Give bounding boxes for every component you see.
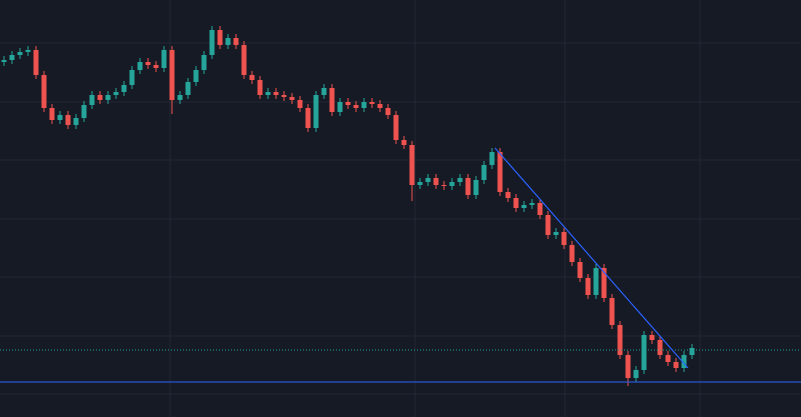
candle-body — [97, 95, 103, 100]
candle-body — [81, 105, 87, 118]
candle-body — [169, 50, 175, 100]
candle-body — [561, 232, 567, 245]
candle-body — [633, 370, 639, 378]
candle-body — [273, 92, 279, 95]
candle-body — [449, 182, 455, 186]
candle-body — [329, 88, 335, 112]
candle-body — [233, 38, 239, 45]
candle-body — [89, 95, 95, 105]
candle-body — [393, 115, 399, 140]
candle-body — [209, 30, 215, 55]
candle-body — [217, 30, 223, 45]
candle-body — [673, 362, 679, 368]
candle-body — [201, 55, 207, 70]
candle-body — [33, 50, 39, 75]
candle-body — [401, 140, 407, 145]
candle-body — [473, 180, 479, 195]
candle-body — [73, 118, 79, 125]
candle-body — [529, 203, 535, 205]
candle-body — [609, 298, 615, 325]
candle-body — [521, 205, 527, 208]
candle-body — [193, 70, 199, 82]
candle-body — [601, 268, 607, 298]
candle-body — [577, 262, 583, 278]
candle-body — [337, 102, 343, 112]
candle-body — [297, 100, 303, 108]
candle-body — [585, 278, 591, 295]
candle-body — [433, 178, 439, 185]
candle-body — [1, 60, 7, 62]
candle-body — [617, 325, 623, 355]
candle-body — [49, 108, 55, 120]
candle-body — [441, 185, 447, 186]
candle-body — [369, 102, 375, 104]
candle-body — [289, 97, 295, 100]
candle-body — [321, 88, 327, 95]
candle-body — [497, 152, 503, 192]
candle-body — [25, 50, 31, 52]
candle-body — [689, 348, 695, 355]
candle-body — [65, 115, 71, 125]
candle-body — [353, 105, 359, 108]
candle-body — [569, 245, 575, 262]
candle-body — [537, 203, 543, 215]
candle-body — [457, 178, 463, 182]
candle-body — [153, 65, 159, 68]
candle-body — [281, 95, 287, 97]
candle-body — [249, 75, 255, 80]
candle-body — [145, 62, 151, 65]
candle-body — [425, 178, 431, 182]
candle-body — [385, 108, 391, 115]
candle-body — [257, 80, 263, 95]
candle-body — [649, 335, 655, 340]
candle-body — [593, 268, 599, 295]
candle-body — [417, 182, 423, 185]
candles — [1, 26, 695, 386]
candle-body — [665, 355, 671, 362]
candle-body — [241, 45, 247, 75]
candle-body — [265, 92, 271, 95]
candle-body — [121, 85, 127, 92]
candle-body — [113, 92, 119, 95]
candle-body — [129, 70, 135, 85]
candle-body — [9, 55, 15, 60]
candle-body — [313, 95, 319, 128]
candle-body — [465, 178, 471, 195]
candle-body — [505, 192, 511, 198]
candle-body — [137, 62, 143, 70]
candle-body — [361, 102, 367, 108]
candle-body — [641, 335, 647, 370]
candle-body — [409, 145, 415, 185]
candle-body — [225, 38, 231, 45]
candle-body — [105, 95, 111, 100]
candle-body — [161, 50, 167, 68]
candle-body — [305, 108, 311, 128]
candle-body — [625, 355, 631, 378]
candle-body — [489, 152, 495, 165]
candle-body — [513, 198, 519, 208]
candle-body — [657, 340, 663, 355]
candle-body — [345, 102, 351, 105]
candle-body — [553, 232, 559, 235]
trend-line — [494, 147, 689, 369]
candle-body — [41, 75, 47, 108]
candle-body — [481, 165, 487, 180]
candle-body — [185, 82, 191, 95]
candle-body — [377, 104, 383, 108]
candle-body — [57, 115, 63, 120]
candle-body — [545, 215, 551, 235]
candle-body — [177, 95, 183, 100]
candle-body — [681, 355, 687, 368]
candle-body — [17, 52, 23, 55]
